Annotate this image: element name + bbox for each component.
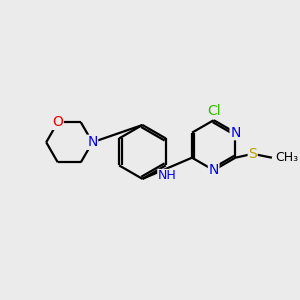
Text: O: O <box>52 115 63 129</box>
Text: N: N <box>208 163 219 177</box>
Text: S: S <box>248 147 257 161</box>
Text: CH₃: CH₃ <box>275 151 298 164</box>
Text: N: N <box>87 135 98 149</box>
Text: NH: NH <box>158 169 177 182</box>
Text: Cl: Cl <box>207 104 220 118</box>
Text: N: N <box>230 126 241 140</box>
